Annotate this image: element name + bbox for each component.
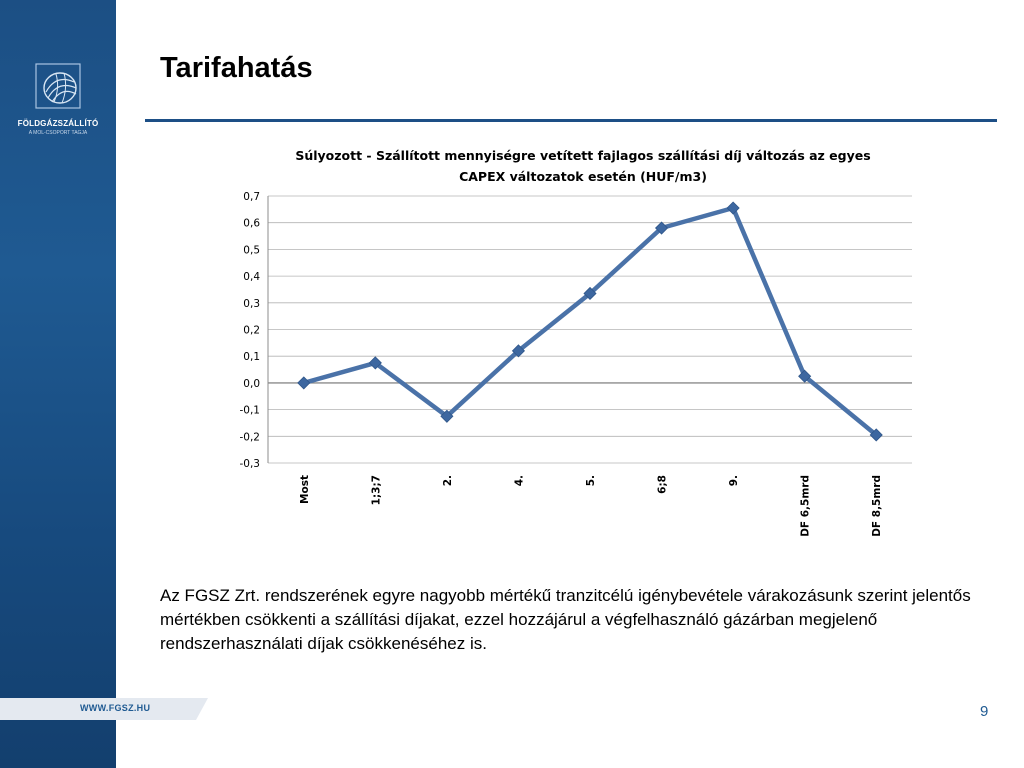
website-banner: WWW.FGSZ.HU [0, 698, 208, 720]
series-line [301, 205, 879, 438]
title-divider [145, 119, 997, 122]
page-number: 9 [980, 703, 989, 720]
company-logo: FÖLDGÁZSZÁLLÍTÓ A MOL-CSOPORT TAGJA [14, 62, 102, 136]
x-axis-tick-labels: Most 1;3;7 2. 4. 5. 6;8 9. DF 6,5mrd DF 8,5mrd [299, 475, 883, 537]
data-point [583, 286, 597, 301]
line-chart: Súlyozott - Szállított mennyiségre vetít… [240, 148, 912, 537]
y-tick-label: -0,2 [240, 431, 261, 443]
sidebar: FÖLDGÁZSZÁLLÍTÓ A MOL-CSOPORT TAGJA [0, 0, 116, 768]
y-tick-label: 0,1 [243, 351, 260, 363]
data-point [440, 409, 454, 423]
globe-logo-icon [35, 63, 81, 109]
data-point [869, 428, 883, 442]
chart-series [297, 201, 883, 442]
y-tick-label: -0,3 [240, 458, 261, 470]
slide-body-text: Az FGSZ Zrt. rendszerének egyre nagyobb … [160, 586, 971, 653]
x-tick-label: 4. [513, 475, 525, 486]
data-point [511, 344, 526, 358]
chart-title-line-2: CAPEX változatok esetén (HUF/m3) [459, 169, 707, 184]
chart-title-line-1: Súlyozott - Szállított mennyiségre vetít… [295, 148, 870, 163]
y-tick-label: 0,0 [243, 378, 260, 390]
logo-tagline: A MOL-CSOPORT TAGJA [28, 130, 88, 136]
y-tick-label: -0,1 [240, 405, 261, 417]
data-point [726, 201, 740, 215]
data-point [654, 221, 669, 235]
x-tick-label: 2. [442, 475, 454, 486]
website-banner-shape [0, 698, 208, 720]
y-tick-label: 0,2 [243, 325, 260, 337]
y-tick-label: 0,4 [243, 271, 260, 283]
data-point [368, 356, 382, 370]
slide-title: Tarifahatás [160, 52, 313, 84]
logo-brand-name: FÖLDGÁZSZÁLLÍTÓ [17, 119, 99, 128]
data-point [297, 376, 311, 390]
x-tick-label: 9. [728, 475, 740, 486]
x-tick-label: 5. [585, 475, 597, 486]
data-point [798, 369, 812, 383]
x-tick-label: DF 6,5mrd [800, 475, 812, 537]
y-tick-label: 0,5 [243, 244, 260, 256]
x-tick-label: 1;3;7 [370, 475, 382, 505]
x-tick-label: DF 8,5mrd [871, 475, 883, 537]
y-axis-tick-labels: 0,7 0,6 0,5 0,4 0,3 0,2 0,1 0,0 -0,1 -0,2 -0,3 [240, 191, 261, 470]
x-tick-label: Most [299, 475, 311, 504]
x-tick-label: 6;8 [657, 475, 669, 494]
y-tick-label: 0,6 [243, 218, 260, 230]
y-tick-label: 0,3 [243, 298, 260, 310]
website-url[interactable]: WWW.FGSZ.HU [80, 703, 151, 713]
y-tick-label: 0,7 [243, 191, 260, 203]
chart-gridlines [268, 195, 912, 464]
